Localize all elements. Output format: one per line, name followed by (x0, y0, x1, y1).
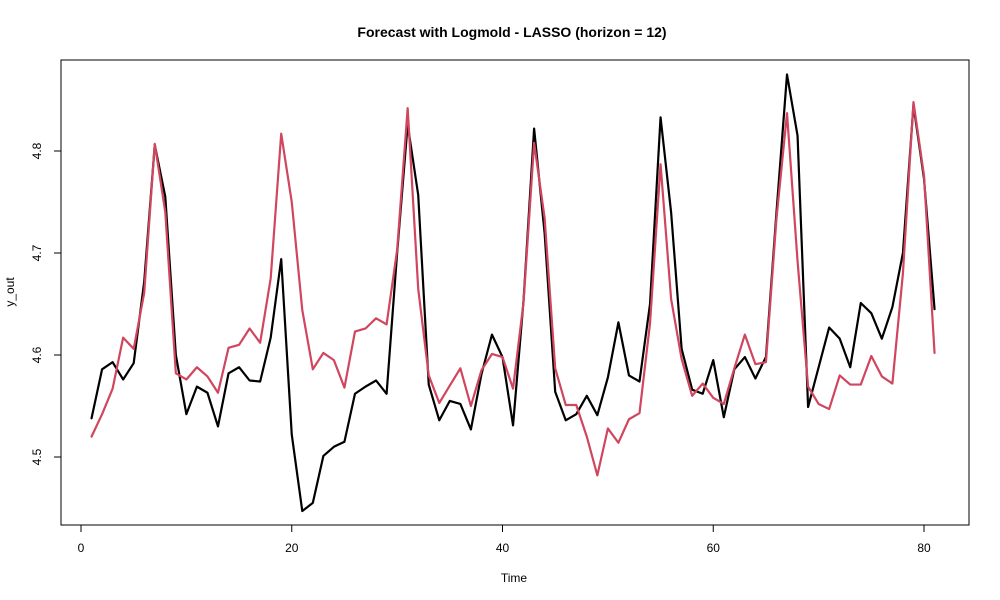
y-tick-label: 4.5 (30, 448, 44, 465)
chart-title: Forecast with Logmold - LASSO (horizon =… (357, 24, 666, 40)
plot-box (60, 59, 970, 526)
y-axis-label: y_out (3, 277, 17, 307)
y-tick-label: 4.6 (30, 346, 44, 363)
x-axis-label: Time (501, 571, 528, 585)
series-line-1 (90, 73, 936, 513)
y-tick-label: 4.8 (30, 142, 44, 159)
x-tick-label: 0 (78, 541, 85, 555)
series-line-2 (90, 100, 936, 477)
x-tick-label: 20 (285, 541, 299, 555)
x-tick-label: 40 (496, 541, 510, 555)
x-tick-label: 80 (917, 541, 931, 555)
y-axis: 4.5 4.6 4.7 4.8 (30, 142, 62, 465)
y-tick-label: 4.7 (30, 244, 44, 261)
series-layer (90, 73, 936, 513)
x-axis: 0 20 40 60 80 (78, 524, 931, 555)
x-tick-label: 60 (707, 541, 721, 555)
